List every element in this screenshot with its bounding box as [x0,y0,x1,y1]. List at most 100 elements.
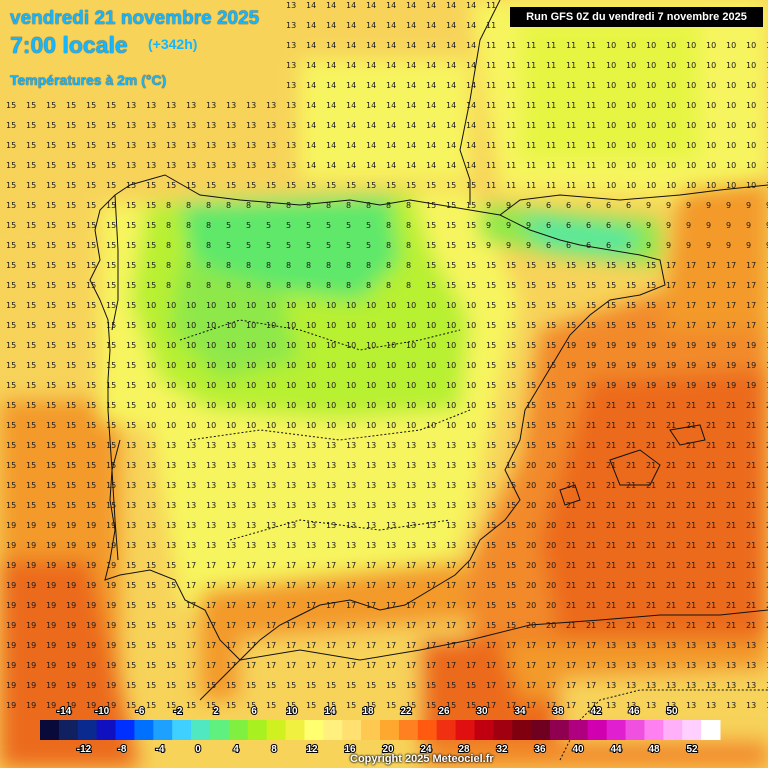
grid-value: 15 [486,301,496,310]
grid-value: 15 [46,421,56,430]
grid-value: 11 [586,101,596,110]
grid-value: 8 [186,201,191,210]
grid-value: 13 [126,121,136,130]
grid-value: 13 [386,541,396,550]
grid-value: 15 [366,181,376,190]
grid-value: 13 [246,441,256,450]
grid-value: 15 [606,321,616,330]
grid-value: 17 [546,681,556,690]
grid-value: 15 [546,441,556,450]
grid-value: 19 [66,621,76,630]
grid-value: 10 [186,381,196,390]
grid-value: 21 [766,441,768,450]
grid-value: 10 [686,41,696,50]
grid-value: 10 [266,341,276,350]
grid-value: 15 [146,261,156,270]
grid-value: 17 [246,641,256,650]
grid-value: 10 [206,421,216,430]
grid-value: 15 [46,461,56,470]
grid-value: 15 [106,161,116,170]
grid-value: 14 [446,121,456,130]
grid-value: 11 [506,41,516,50]
grid-value: 8 [166,261,171,270]
grid-value: 15 [26,141,36,150]
grid-value: 17 [466,621,476,630]
grid-value: 15 [386,181,396,190]
grid-value: 11 [506,141,516,150]
grid-value: 5 [366,221,371,230]
grid-value: 14 [386,121,396,130]
grid-value: 13 [746,681,756,690]
grid-value: 15 [226,681,236,690]
grid-value: 15 [466,701,476,710]
grid-value: 17 [326,581,336,590]
grid-value: 10 [726,141,736,150]
legend-top-label: -6 [136,706,145,717]
grid-value: 13 [246,521,256,530]
grid-value: 15 [506,621,516,630]
grid-value: 13 [166,101,176,110]
grid-value: 9 [706,241,711,250]
grid-value: 13 [466,481,476,490]
grid-value: 8 [186,221,191,230]
legend-swatch [550,720,570,740]
grid-value: 15 [546,341,556,350]
grid-value: 13 [326,521,336,530]
grid-value: 19 [6,621,16,630]
grid-value: 10 [426,401,436,410]
grid-value: 19 [106,641,116,650]
grid-value: 9 [726,241,731,250]
grid-value: 15 [106,261,116,270]
grid-value: 13 [286,481,296,490]
grid-value: 15 [6,201,16,210]
grid-value: 15 [126,641,136,650]
grid-value: 14 [326,121,336,130]
grid-value: 10 [146,301,156,310]
grid-value: 13 [206,141,216,150]
grid-value: 15 [506,481,516,490]
grid-value: 13 [426,541,436,550]
grid-value: 10 [206,321,216,330]
grid-value: 15 [486,361,496,370]
grid-value: 10 [726,121,736,130]
grid-value: 15 [306,681,316,690]
grid-value: 13 [766,661,768,670]
grid-value: 15 [86,481,96,490]
grid-value: 19 [46,521,56,530]
grid-value: 13 [226,161,236,170]
grid-value: 17 [706,301,716,310]
grid-value: 21 [626,461,636,470]
grid-value: 15 [286,701,296,710]
grid-value: 8 [246,281,251,290]
grid-value: 15 [486,481,496,490]
grid-value: 14 [306,161,316,170]
grid-value: 10 [386,421,396,430]
grid-value: 13 [226,461,236,470]
grid-value: 13 [126,101,136,110]
grid-value: 9 [526,241,531,250]
grid-value: 13 [446,501,456,510]
grid-value: 15 [46,341,56,350]
grid-value: 11 [566,161,576,170]
grid-value: 15 [106,361,116,370]
grid-value: 10 [446,421,456,430]
grid-value: 17 [186,661,196,670]
grid-value: 8 [326,261,331,270]
grid-value: 11 [546,161,556,170]
grid-value: 13 [366,481,376,490]
grid-value: 21 [606,461,616,470]
legend-swatch [342,720,362,740]
grid-value: 15 [86,281,96,290]
grid-value: 15 [66,501,76,510]
grid-value: 13 [386,461,396,470]
grid-value: 15 [386,701,396,710]
grid-value: 15 [66,321,76,330]
grid-value: 15 [106,321,116,330]
variable-title: Températures à 2m (°C) [10,72,167,88]
grid-value: 10 [146,421,156,430]
grid-value: 10 [766,81,768,90]
grid-value: 15 [26,501,36,510]
grid-value: 15 [526,361,536,370]
copyright-notice: Copyright 2025 Meteociel.fr [350,753,494,765]
